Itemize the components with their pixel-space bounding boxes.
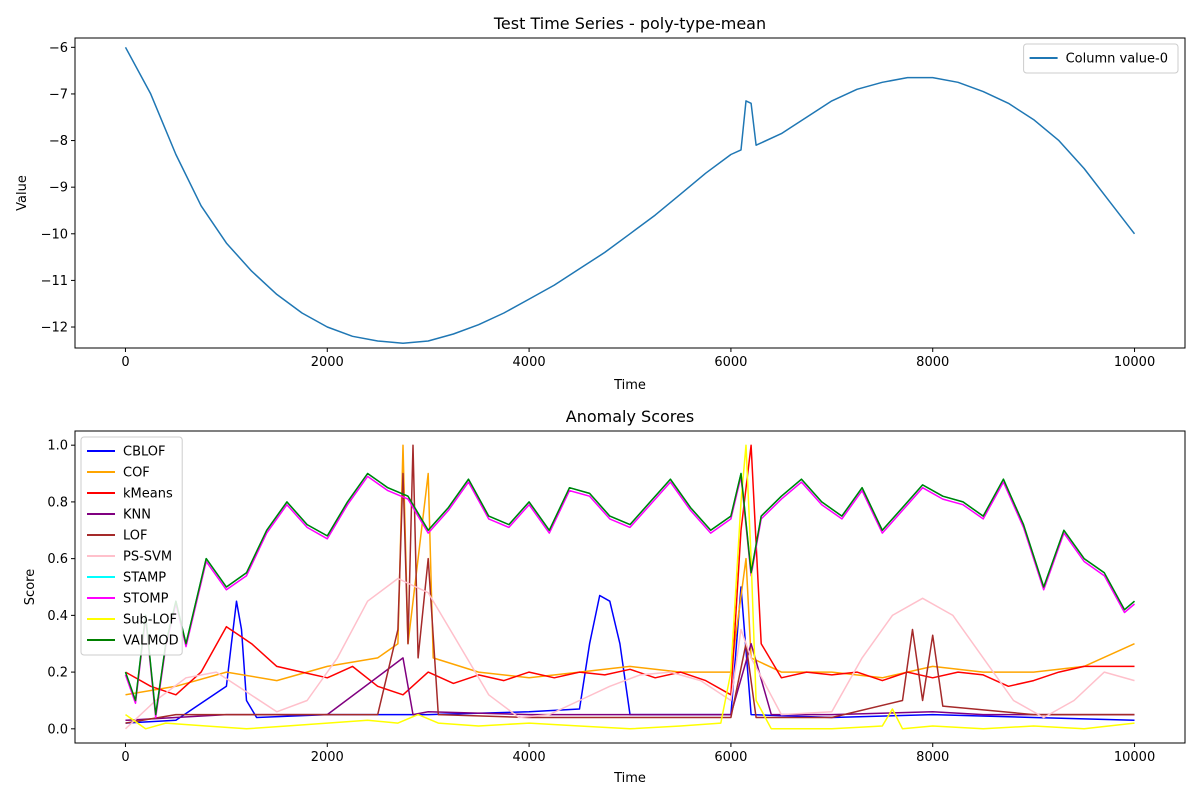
x-axis-label: Time xyxy=(613,378,646,393)
legend-label-kmeans: kMeans xyxy=(123,487,173,502)
plot-frame xyxy=(74,430,1186,744)
series-line-sub-lof xyxy=(125,444,1135,730)
legend: Column value-0 xyxy=(1023,43,1179,74)
legend-label-column-value-0: Column value-0 xyxy=(1066,52,1168,67)
x-axis-ticks: 0 2000 4000 6000 8000 10000 xyxy=(121,348,1155,370)
y-tick-label: −8 xyxy=(49,134,68,149)
x-tick-label: 0 xyxy=(121,355,129,370)
series-line-knn xyxy=(125,642,1135,722)
series-layer xyxy=(124,444,1135,730)
y-tick-label: −7 xyxy=(49,87,68,102)
legend-label-cblof: CBLOF xyxy=(123,445,166,460)
y-tick-label: −12 xyxy=(41,321,68,336)
plot-area xyxy=(75,431,1185,743)
x-tick-label: 8000 xyxy=(916,355,949,370)
legend-label-cof: COF xyxy=(123,466,150,481)
legend-label-ps-svm: PS-SVM xyxy=(123,550,172,565)
series-line-stomp xyxy=(124,475,1135,719)
x-tick-label: 2000 xyxy=(311,750,344,765)
x-tick-label: 0 xyxy=(121,750,129,765)
y-axis-ticks: −12 −11 −10 −9 −8 −7 −6 xyxy=(41,41,75,336)
y-tick-label: 0.8 xyxy=(47,495,68,510)
legend-label-lof: LOF xyxy=(123,529,148,544)
legend-box xyxy=(1023,43,1179,74)
x-tick-label: 4000 xyxy=(513,750,546,765)
x-tick-label: 10000 xyxy=(1114,355,1155,370)
x-tick-label: 6000 xyxy=(714,750,747,765)
y-tick-label: 1.0 xyxy=(47,439,68,454)
x-tick-label: 2000 xyxy=(311,355,344,370)
legend-label-knn: KNN xyxy=(123,508,151,523)
legend-label-valmod: VALMOD xyxy=(123,634,179,649)
y-axis-ticks: 0.0 0.2 0.4 0.6 0.8 1.0 xyxy=(47,439,75,737)
y-tick-label: −10 xyxy=(41,227,68,242)
series-line-lof xyxy=(125,444,1135,724)
chart-title: Test Time Series - poly-type-mean xyxy=(493,14,766,33)
series-line-column-value-0 xyxy=(124,46,1136,345)
y-tick-label: −6 xyxy=(49,41,68,56)
y-tick-label: 0.4 xyxy=(47,609,68,624)
y-tick-label: −9 xyxy=(49,181,68,196)
x-axis-ticks: 0 2000 4000 6000 8000 10000 xyxy=(121,743,1155,765)
chart-time-series: Test Time Series - poly-type-mean 0 2000 4… xyxy=(15,14,1186,393)
x-tick-label: 6000 xyxy=(714,355,747,370)
legend-label-sub-lof: Sub-LOF xyxy=(123,613,177,628)
series-line-valmod xyxy=(124,472,1135,716)
x-axis-label: Time xyxy=(613,771,646,786)
chart-title: Anomaly Scores xyxy=(566,407,694,426)
plot-frame xyxy=(74,37,1186,349)
plot-area xyxy=(75,38,1185,348)
x-tick-label: 10000 xyxy=(1114,750,1155,765)
chart-anomaly-scores: Anomaly Scores 0 2000 4000 6000 8000 10000 0.… xyxy=(23,407,1186,786)
series-layer xyxy=(124,46,1136,345)
legend-label-stomp: STOMP xyxy=(123,592,169,607)
legend-label-stamp: STAMP xyxy=(123,571,166,586)
y-tick-label: 0.0 xyxy=(47,722,68,737)
x-tick-label: 8000 xyxy=(916,750,949,765)
y-tick-label: −11 xyxy=(41,274,68,289)
legend-box xyxy=(80,436,183,656)
series-line-kmeans xyxy=(125,444,1135,696)
y-tick-label: 0.6 xyxy=(47,552,68,567)
series-line-ps-svm xyxy=(124,577,1135,730)
y-axis-label: Value xyxy=(15,175,30,211)
legend: CBLOF COF kMeans KNN LOF PS-SVM STAMP STOMP Sub-… xyxy=(80,436,183,656)
y-axis-label: Score xyxy=(23,569,38,605)
x-tick-label: 4000 xyxy=(513,355,546,370)
y-tick-label: 0.2 xyxy=(47,666,68,681)
